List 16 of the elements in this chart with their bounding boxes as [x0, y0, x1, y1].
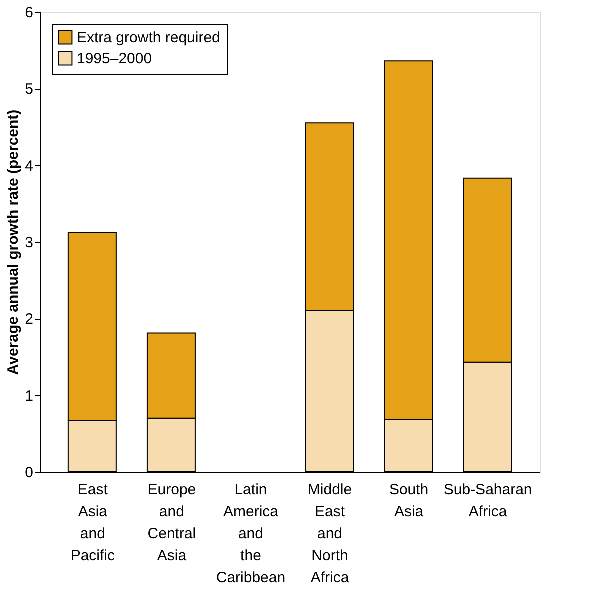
- x-tick-label: Sub-Saharan Africa: [444, 482, 532, 520]
- y-tick-label: 5: [25, 81, 34, 98]
- y-axis-title: Average annual growth rate (percent): [5, 110, 22, 376]
- x-tick-label: Latin America and the Caribbean: [216, 482, 286, 586]
- y-tick-label: 1: [25, 388, 34, 405]
- x-tick-label: South Asia: [389, 482, 429, 520]
- y-tick-label: 3: [25, 234, 34, 252]
- y-tick-label: 4: [25, 158, 34, 175]
- y-tick-label: 0: [25, 464, 34, 482]
- x-tick-label: Europe and Central Asia: [148, 482, 196, 564]
- legend-label: Extra growth required: [77, 30, 220, 46]
- y-tick-label: 2: [25, 311, 34, 328]
- y-tick-label: 6: [25, 4, 34, 22]
- x-tick-label: East Asia and Pacific: [70, 482, 116, 564]
- x-tick-label: Middle East and North Africa: [308, 482, 352, 586]
- legend-label: 1995–2000: [77, 50, 152, 68]
